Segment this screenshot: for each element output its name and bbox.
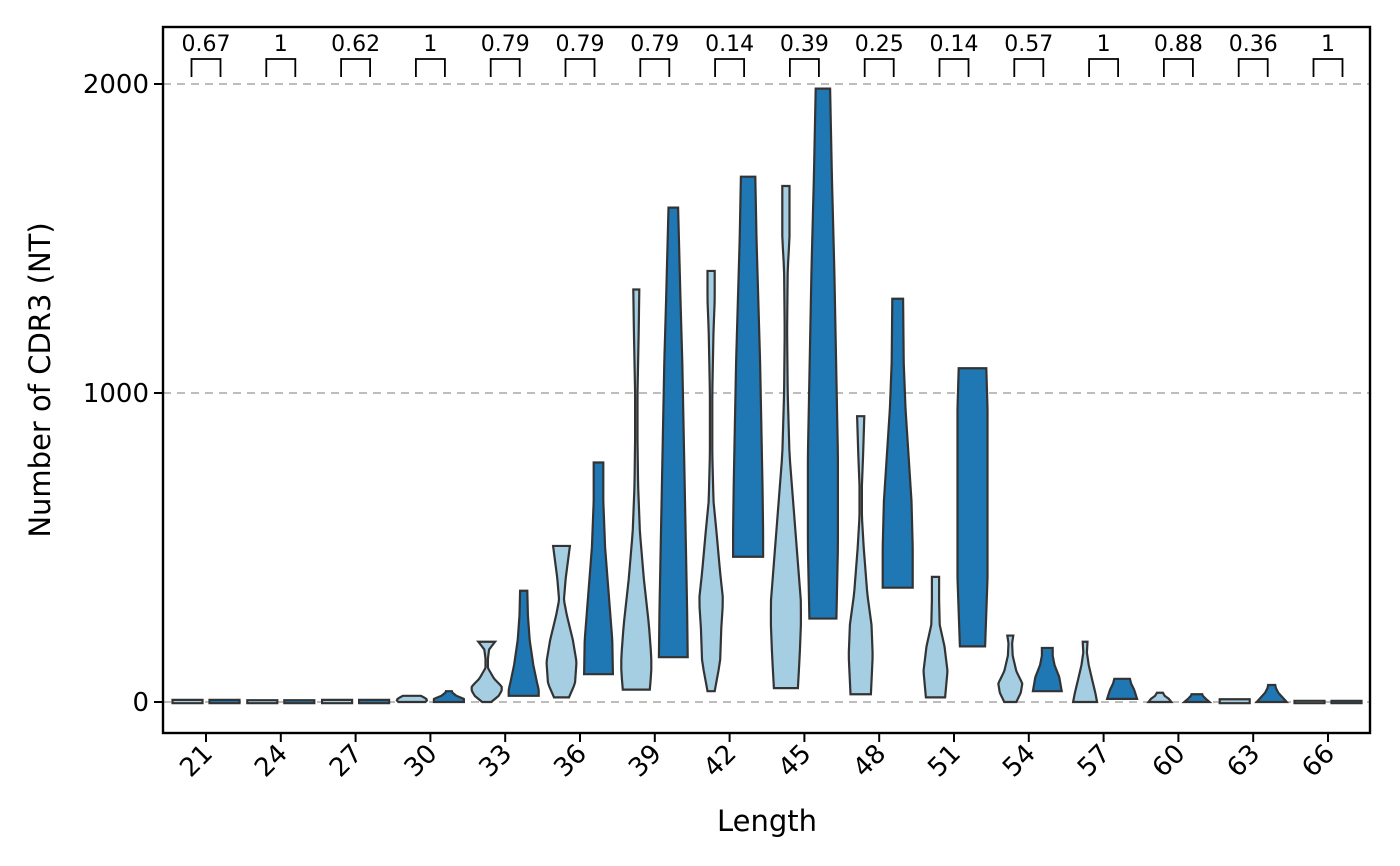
- violin-24-2: [283, 699, 316, 705]
- violin-30-2: [432, 690, 465, 704]
- p-bracket-63: [1237, 58, 1269, 77]
- p-bracket-21: [190, 58, 222, 77]
- x-tick-label: 51: [922, 739, 967, 784]
- p-value-label: 0.57: [1004, 32, 1053, 57]
- p-bracket-57: [1088, 58, 1119, 77]
- p-bracket-45: [789, 58, 820, 77]
- x-tick-label: 57: [1072, 739, 1117, 784]
- x-tick-label: 39: [623, 739, 668, 784]
- p-bracket-42: [714, 58, 745, 77]
- p-bracket-33: [489, 58, 521, 77]
- violin-27-2: [358, 698, 391, 705]
- p-bracket-30: [415, 58, 446, 77]
- violin-51-1: [922, 575, 949, 699]
- p-value-brackets: 0.67 1 0.62 1 0.79 0.79 0.79 0.14 0.39 0.25 0.14 0.…: [182, 32, 1344, 77]
- violin-45-1: [769, 184, 803, 690]
- violin-30-1: [395, 694, 429, 704]
- x-tick-label: 42: [698, 739, 743, 784]
- violin-66-2: [1330, 699, 1363, 705]
- x-tick-label: 24: [249, 739, 294, 784]
- x-tick-label: 30: [399, 739, 444, 784]
- p-value-label: 1: [1321, 32, 1335, 57]
- x-tick-label: 33: [474, 739, 519, 784]
- x-tick-label: 45: [773, 739, 818, 784]
- p-bracket-60: [1163, 58, 1194, 77]
- y-axis-title: Number of CDR3 (NT): [23, 222, 57, 537]
- violin-39-2: [657, 206, 689, 659]
- plot-frame: [161, 25, 1372, 735]
- p-bracket-48: [863, 58, 895, 77]
- violin-48-1: [847, 415, 874, 696]
- x-tick-label: 66: [1296, 739, 1341, 784]
- violin-33-1: [470, 640, 503, 704]
- violin-57-2: [1105, 677, 1139, 701]
- p-bracket-36: [564, 58, 596, 77]
- violin-36-1: [545, 544, 578, 699]
- violin-54-1: [997, 634, 1024, 704]
- violins: [171, 87, 1363, 705]
- violin-21-1: [171, 698, 204, 705]
- p-value-label: 0.36: [1229, 32, 1278, 57]
- p-value-label: 0.14: [705, 32, 754, 57]
- p-value-label: 1: [1097, 32, 1111, 57]
- p-value-label: 0.14: [930, 32, 979, 57]
- violin-24-1: [246, 699, 279, 705]
- x-tick-label: 54: [997, 739, 1042, 784]
- p-value-label: 0.62: [331, 32, 380, 57]
- p-value-label: 0.79: [481, 32, 530, 57]
- violin-60-2: [1181, 693, 1213, 704]
- violin-54-2: [1031, 646, 1064, 693]
- violin-57-1: [1071, 640, 1099, 704]
- violin-63-1: [1218, 698, 1251, 705]
- violin-48-2: [881, 297, 914, 589]
- p-bracket-51: [938, 58, 970, 77]
- x-tick-label: 63: [1222, 739, 1267, 784]
- p-value-label: 0.88: [1154, 32, 1203, 57]
- p-bracket-39: [639, 58, 671, 77]
- violin-39-1: [620, 288, 653, 691]
- p-value-label: 0.79: [556, 32, 605, 57]
- p-value-label: 0.39: [780, 32, 829, 57]
- x-tick-label: 27: [324, 739, 369, 784]
- violin-63-2: [1254, 683, 1290, 704]
- violin-21-2: [208, 698, 241, 705]
- y-tick-label: 0: [132, 688, 149, 718]
- y-tick-label: 2000: [83, 70, 149, 100]
- gridlines: [163, 83, 1370, 703]
- p-bracket-66: [1312, 58, 1344, 77]
- p-bracket-27: [340, 58, 371, 77]
- violin-45-2: [806, 87, 839, 620]
- x-tick-label: 21: [174, 739, 219, 784]
- x-tick-label: 60: [1147, 739, 1192, 784]
- x-tick-label: 48: [848, 739, 893, 784]
- violin-33-2: [507, 589, 540, 697]
- violin-60-1: [1146, 691, 1174, 704]
- x-tick-label: 36: [548, 739, 593, 784]
- y-tick-label: 1000: [83, 379, 149, 409]
- violin-27-1: [321, 698, 354, 705]
- p-value-label: 1: [274, 32, 288, 57]
- violin-66-1: [1293, 699, 1326, 705]
- p-value-label: 1: [423, 32, 437, 57]
- p-bracket-24: [265, 58, 297, 77]
- p-value-label: 0.67: [182, 32, 231, 57]
- violin-42-2: [732, 175, 765, 558]
- violin-36-2: [582, 461, 615, 676]
- x-axis-title: Length: [717, 804, 817, 838]
- violin-42-1: [698, 269, 724, 693]
- violin-51-2: [956, 367, 989, 648]
- p-value-label: 0.25: [855, 32, 904, 57]
- p-bracket-54: [1013, 58, 1045, 77]
- p-value-label: 0.79: [630, 32, 679, 57]
